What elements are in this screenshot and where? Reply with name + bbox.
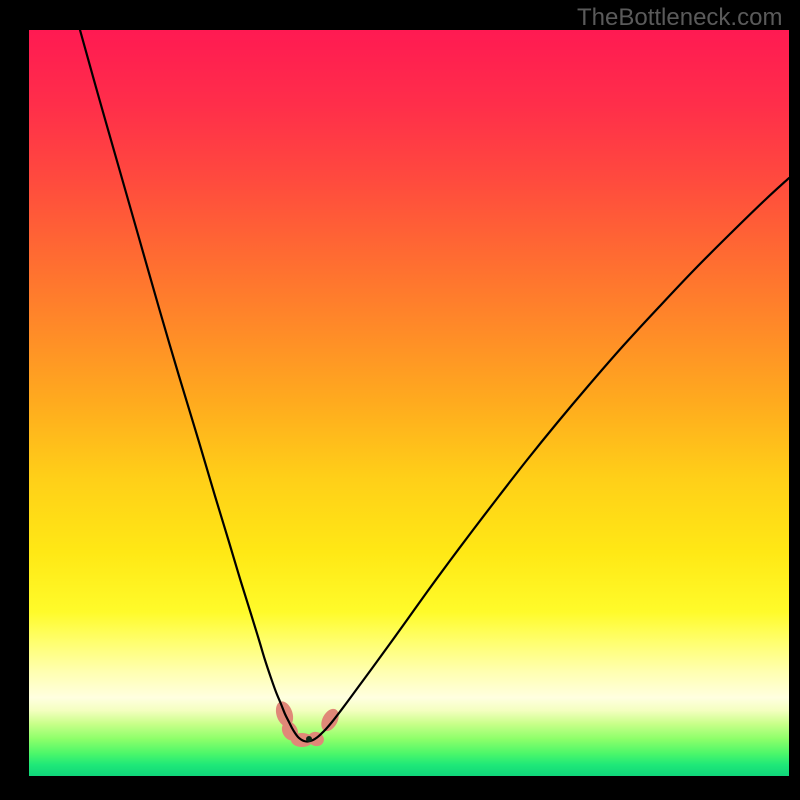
watermark-text: TheBottleneck.com	[577, 4, 782, 32]
gradient-background	[29, 30, 789, 776]
bottleneck-chart	[29, 30, 789, 776]
vertex-dot	[306, 736, 312, 742]
chart-frame: TheBottleneck.com	[0, 0, 800, 800]
